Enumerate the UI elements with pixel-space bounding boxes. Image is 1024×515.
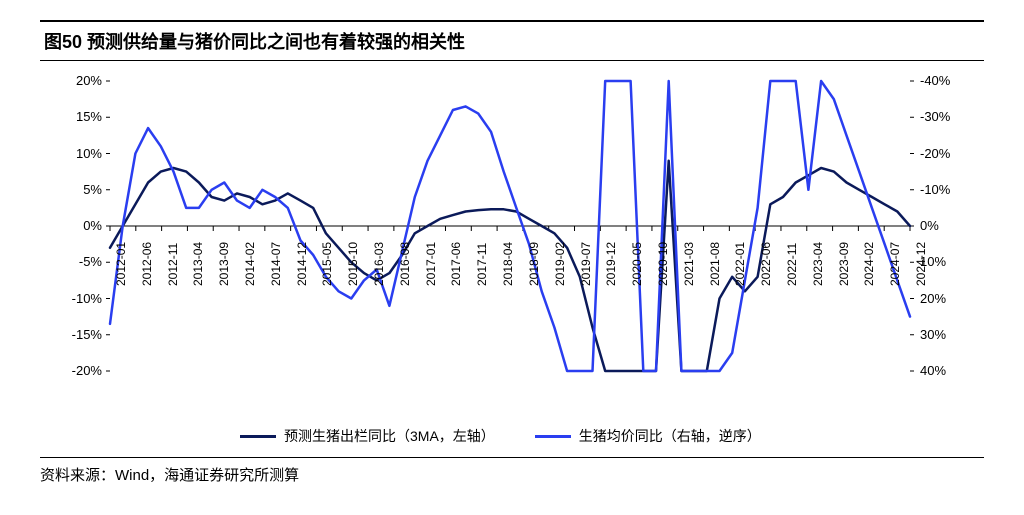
legend-swatch-2: [535, 435, 571, 438]
x-tick-label: 2020-10: [656, 242, 670, 286]
x-tick-label: 2014-07: [269, 242, 283, 286]
x-tick-label: 2013-09: [217, 242, 231, 286]
x-tick-label: 2023-04: [811, 242, 825, 286]
x-tick-label: 2024-02: [862, 242, 876, 286]
y-left-tick-label: -15%: [72, 327, 102, 342]
x-tick-label: 2012-01: [114, 242, 128, 286]
y-right-tick-label: -10%: [920, 182, 950, 197]
x-tick-label: 2023-09: [837, 242, 851, 286]
y-right-tick-label: -40%: [920, 73, 950, 88]
x-tick-label: 2015-10: [346, 242, 360, 286]
x-tick-label: 2012-06: [140, 242, 154, 286]
x-tick-label: 2017-11: [475, 243, 489, 286]
y-left-tick-label: 10%: [76, 146, 102, 161]
x-tick-label: 2019-07: [579, 242, 593, 286]
x-tick-label: 2012-11: [166, 243, 180, 286]
x-tick-label: 2017-06: [449, 242, 463, 286]
x-tick-label: 2018-04: [501, 242, 515, 286]
x-tick-label: 2018-09: [527, 242, 541, 286]
x-tick-label: 2021-08: [708, 242, 722, 286]
y-right-tick-label: -20%: [920, 146, 950, 161]
x-tick-label: 2016-08: [398, 242, 412, 286]
x-tick-label: 2021-03: [682, 242, 696, 286]
y-right-tick-label: 0%: [920, 218, 939, 233]
chart-area: 20% 15% 10% 5% 0% -5% -10% -15% -20% -40% -30% -20…: [50, 71, 970, 451]
x-tick-label: 2020-05: [630, 242, 644, 286]
legend-label-2: 生猪均价同比（右轴，逆序）: [579, 426, 761, 446]
x-tick-label: 2013-04: [191, 242, 205, 286]
x-tick-label: 2019-02: [553, 242, 567, 286]
legend-label-1: 预测生猪出栏同比（3MA，左轴）: [284, 426, 495, 446]
legend-swatch-1: [240, 435, 276, 438]
y-left-tick-label: -20%: [72, 363, 102, 378]
y-left-tick-label: 20%: [76, 73, 102, 88]
y-left-tick-label: -5%: [79, 254, 102, 269]
legend-item-series-2: 生猪均价同比（右轴，逆序）: [535, 426, 761, 446]
y-right-tick-label: -30%: [920, 109, 950, 124]
x-tick-label: 2014-02: [243, 242, 257, 286]
y-left-tick-label: 5%: [83, 182, 102, 197]
y-right-tick-label: 20%: [920, 291, 946, 306]
x-tick-label: 2015-05: [320, 242, 334, 286]
y-left-tick-label: -10%: [72, 291, 102, 306]
y-right-tick-label: 30%: [920, 327, 946, 342]
x-tick-label: 2019-12: [604, 242, 618, 286]
y-right-tick-label: 40%: [920, 363, 946, 378]
figure-title: 图50 预测供给量与猪价同比之间也有着较强的相关性: [40, 20, 984, 61]
y-left-tick-label: 15%: [76, 109, 102, 124]
x-tick-label: 2022-06: [759, 242, 773, 286]
legend: 预测生猪出栏同比（3MA，左轴） 生猪均价同比（右轴，逆序）: [240, 426, 761, 446]
y-left-tick-label: 0%: [83, 218, 102, 233]
x-tick-label: 2017-01: [424, 242, 438, 286]
x-tick-label: 2024-07: [888, 242, 902, 286]
x-tick-label: 2024-12: [914, 242, 928, 286]
x-tick-label: 2022-01: [733, 242, 747, 286]
figure-container: 图50 预测供给量与猪价同比之间也有着较强的相关性 20% 15% 10% 5% 0% -…: [0, 0, 1024, 515]
x-tick-label: 2016-03: [372, 242, 386, 286]
legend-item-series-1: 预测生猪出栏同比（3MA，左轴）: [240, 426, 495, 446]
x-tick-label: 2014-12: [295, 242, 309, 286]
x-tick-label: 2022-11: [785, 243, 799, 286]
source-text: 资料来源：Wind，海通证券研究所测算: [40, 457, 984, 485]
